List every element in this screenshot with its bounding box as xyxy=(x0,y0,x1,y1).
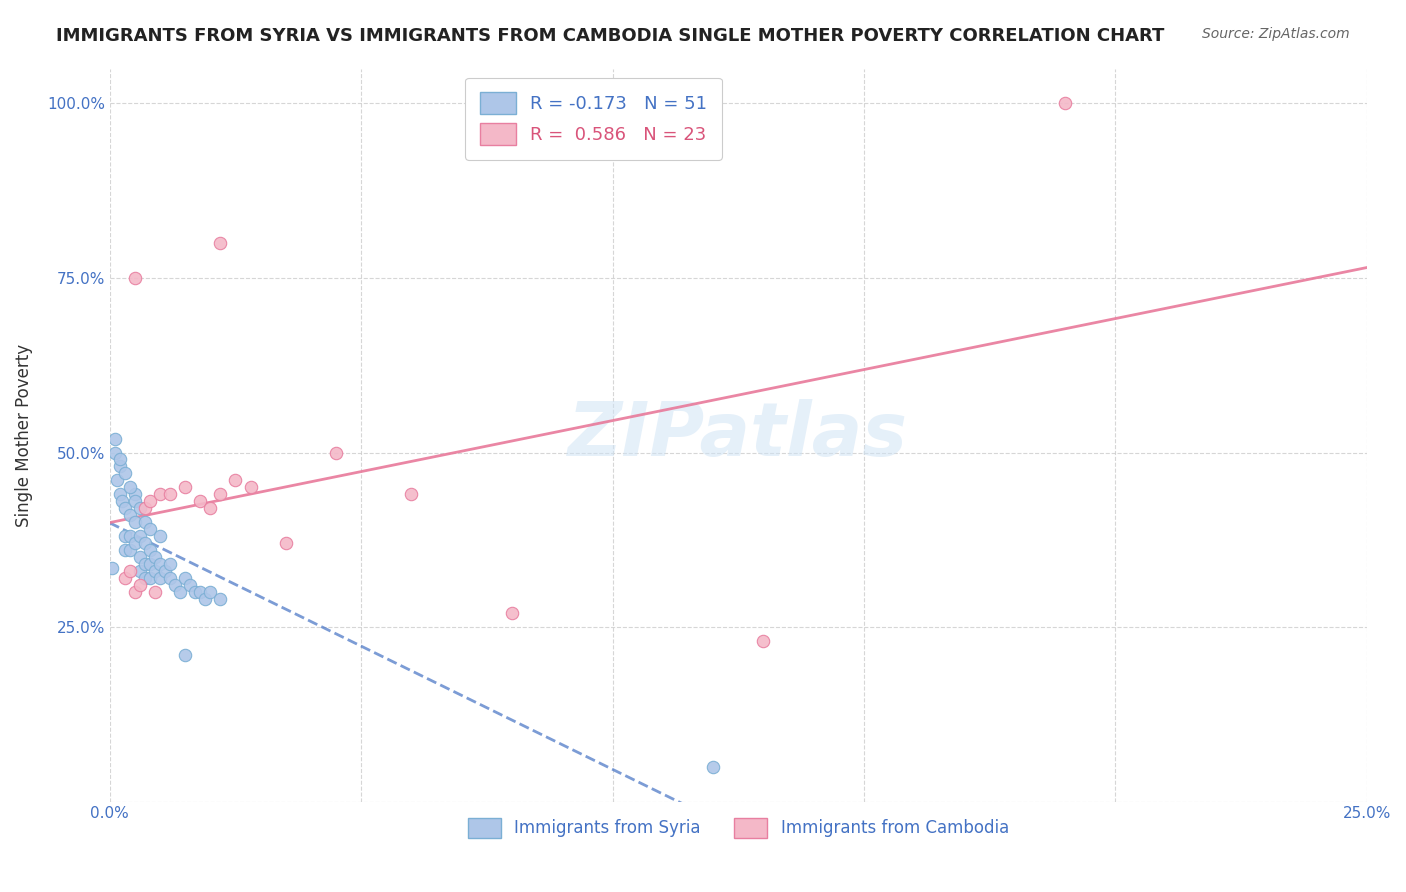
Point xyxy=(143,585,166,599)
Point xyxy=(274,536,297,550)
Point xyxy=(129,550,152,565)
Point xyxy=(124,271,146,285)
Point xyxy=(153,564,176,578)
Point xyxy=(139,558,162,572)
Text: ZIPatlas: ZIPatlas xyxy=(568,399,908,472)
Point xyxy=(139,571,162,585)
Point xyxy=(179,578,201,592)
Point xyxy=(139,543,162,558)
Point xyxy=(105,474,128,488)
Point xyxy=(134,501,156,516)
Point xyxy=(200,501,222,516)
Point xyxy=(114,467,136,481)
Point xyxy=(118,480,141,494)
Point xyxy=(134,571,156,585)
Point xyxy=(134,516,156,530)
Point xyxy=(114,529,136,543)
Point xyxy=(325,445,347,459)
Point xyxy=(108,452,131,467)
Y-axis label: Single Mother Poverty: Single Mother Poverty xyxy=(15,343,32,526)
Point xyxy=(149,487,172,501)
Point xyxy=(174,480,197,494)
Point xyxy=(239,480,262,494)
Point xyxy=(224,474,246,488)
Point xyxy=(111,494,134,508)
Point xyxy=(149,529,172,543)
Point xyxy=(124,585,146,599)
Point xyxy=(108,487,131,501)
Point xyxy=(169,585,191,599)
Point xyxy=(149,558,172,572)
Point xyxy=(118,564,141,578)
Point xyxy=(124,487,146,501)
Point xyxy=(159,487,181,501)
Point xyxy=(124,516,146,530)
Point xyxy=(209,487,232,501)
Text: IMMIGRANTS FROM SYRIA VS IMMIGRANTS FROM CAMBODIA SINGLE MOTHER POVERTY CORRELAT: IMMIGRANTS FROM SYRIA VS IMMIGRANTS FROM… xyxy=(56,27,1164,45)
Point xyxy=(129,529,152,543)
Point xyxy=(104,445,127,459)
Point xyxy=(188,585,211,599)
Point xyxy=(104,432,127,446)
Point xyxy=(118,529,141,543)
Point xyxy=(118,508,141,523)
Point xyxy=(174,648,197,662)
Point xyxy=(129,564,152,578)
Point xyxy=(101,560,124,574)
Point xyxy=(134,558,156,572)
Point xyxy=(114,571,136,585)
Point xyxy=(129,501,152,516)
Point xyxy=(114,543,136,558)
Legend: Immigrants from Syria, Immigrants from Cambodia: Immigrants from Syria, Immigrants from C… xyxy=(461,811,1015,845)
Point xyxy=(124,536,146,550)
Text: Source: ZipAtlas.com: Source: ZipAtlas.com xyxy=(1202,27,1350,41)
Point xyxy=(139,522,162,536)
Point xyxy=(702,759,724,773)
Point xyxy=(401,487,423,501)
Point xyxy=(108,459,131,474)
Point xyxy=(501,606,523,620)
Point xyxy=(174,571,197,585)
Point xyxy=(200,585,222,599)
Point xyxy=(134,536,156,550)
Point xyxy=(129,578,152,592)
Point xyxy=(124,494,146,508)
Point xyxy=(139,494,162,508)
Point xyxy=(1054,96,1077,111)
Point xyxy=(143,564,166,578)
Point xyxy=(149,571,172,585)
Point xyxy=(184,585,207,599)
Point xyxy=(194,592,217,607)
Point xyxy=(159,571,181,585)
Point xyxy=(209,592,232,607)
Point xyxy=(159,558,181,572)
Point xyxy=(188,494,211,508)
Point xyxy=(118,543,141,558)
Point xyxy=(209,235,232,250)
Point xyxy=(752,634,775,648)
Point xyxy=(165,578,187,592)
Point xyxy=(143,550,166,565)
Point xyxy=(114,501,136,516)
